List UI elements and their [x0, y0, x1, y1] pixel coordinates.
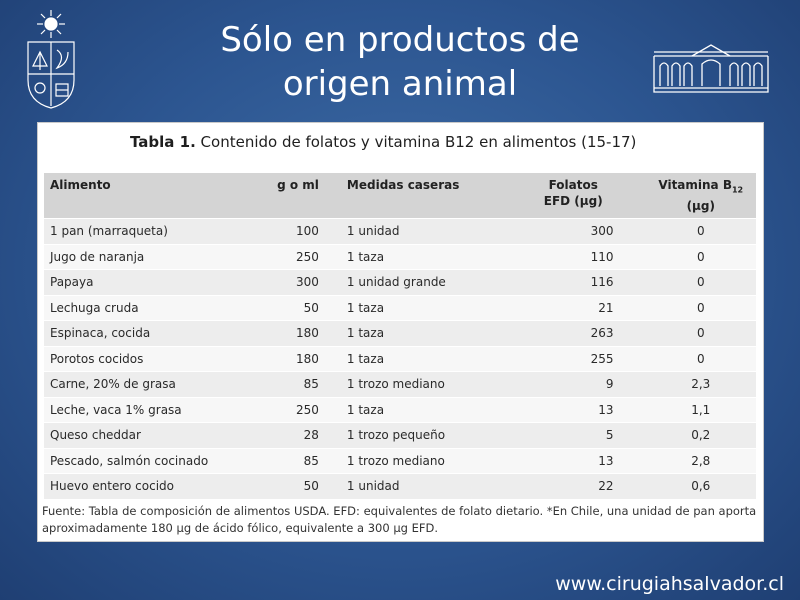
cell-b12: 0	[645, 346, 756, 372]
cell-food: Papaya	[44, 269, 255, 296]
cell-folate: 13	[500, 397, 646, 423]
cell-measure: 1 taza	[340, 397, 501, 423]
table-row: 1 pan (marraqueta) 100 1 unidad 300 0	[44, 218, 756, 245]
table-header-row: Alimento g o ml Medidas caseras Folatos E…	[44, 173, 756, 219]
cell-food: Espinaca, cocida	[44, 320, 255, 347]
table-panel: Tabla 1. Contenido de folatos y vitamina…	[37, 122, 764, 542]
cell-measure: 1 taza	[340, 320, 501, 347]
cell-b12: 0,6	[645, 473, 756, 500]
cell-folate: 116	[500, 269, 646, 296]
cell-b12: 0,2	[645, 422, 756, 449]
cell-b12: 0	[645, 244, 756, 270]
cell-food: Jugo de naranja	[44, 244, 255, 270]
header-b12-prefix: Vitamina B	[658, 178, 732, 192]
cell-measure: 1 unidad	[340, 473, 501, 500]
table-caption-label: Tabla 1.	[130, 133, 196, 151]
building-facade-icon	[653, 44, 769, 93]
cell-b12: 0	[645, 218, 756, 245]
cell-b12: 2,3	[645, 371, 756, 398]
cell-gml: 100	[254, 218, 341, 245]
table-row: Lechuga cruda 50 1 taza 21 0	[44, 295, 756, 321]
table-row: Pescado, salmón cocinado 85 1 trozo medi…	[44, 448, 756, 474]
cell-folate: 300	[500, 218, 646, 245]
cell-folate: 22	[500, 473, 646, 500]
folate-b12-table: Alimento g o ml Medidas caseras Folatos E…	[44, 173, 756, 500]
cell-food: 1 pan (marraqueta)	[44, 218, 255, 245]
table-row: Leche, vaca 1% grasa 250 1 taza 13 1,1	[44, 397, 756, 423]
cell-gml: 50	[254, 295, 341, 321]
table-caption-text: Contenido de folatos y vitamina B12 en a…	[195, 133, 637, 151]
cell-gml: 300	[254, 269, 341, 296]
cell-folate: 13	[500, 448, 646, 474]
header-measure: Medidas caseras	[340, 173, 501, 219]
university-crest-icon	[27, 10, 75, 109]
cell-b12: 2,8	[645, 448, 756, 474]
header-folate-line-2: EFD (µg)	[543, 194, 603, 208]
cell-folate: 9	[500, 371, 646, 398]
cell-gml: 50	[254, 473, 341, 500]
cell-b12: 0	[645, 295, 756, 321]
cell-gml: 250	[254, 397, 341, 423]
slide-title-line-1: Sólo en productos de	[220, 20, 580, 60]
table-row: Carne, 20% de grasa 85 1 trozo mediano 9…	[44, 371, 756, 398]
cell-food: Porotos cocidos	[44, 346, 255, 372]
table-row: Jugo de naranja 250 1 taza 110 0	[44, 244, 756, 270]
cell-measure: 1 trozo mediano	[340, 448, 501, 474]
cell-folate: 5	[500, 422, 646, 449]
website-url: www.cirugiahsalvador.cl	[555, 573, 784, 595]
header-b12-line-2: (µg)	[686, 199, 715, 214]
cell-b12: 0	[645, 269, 756, 296]
cell-food: Pescado, salmón cocinado	[44, 448, 255, 474]
cell-folate: 263	[500, 320, 646, 347]
header-folate: Folatos EFD (µg)	[500, 173, 646, 219]
table-footnote: Fuente: Tabla de composición de alimento…	[42, 503, 757, 537]
table-row: Huevo entero cocido 50 1 unidad 22 0,6	[44, 473, 756, 500]
cell-gml: 250	[254, 244, 341, 270]
cell-gml: 180	[254, 346, 341, 372]
cell-food: Queso cheddar	[44, 422, 255, 449]
footnote-line-1: Fuente: Tabla de composición de alimento…	[42, 504, 757, 518]
cell-folate: 110	[500, 244, 646, 270]
cell-measure: 1 taza	[340, 244, 501, 270]
cell-b12: 1,1	[645, 397, 756, 423]
cell-gml: 85	[254, 371, 341, 398]
cell-folate: 21	[500, 295, 646, 321]
cell-measure: 1 unidad grande	[340, 269, 501, 296]
footnote-line-2: aproximadamente 180 µg de ácido fólico, …	[42, 521, 438, 535]
cell-measure: 1 trozo pequeño	[340, 422, 501, 449]
cell-food: Carne, 20% de grasa	[44, 371, 255, 398]
slide-title-line-2: origen animal	[282, 64, 518, 104]
cell-measure: 1 taza	[340, 295, 501, 321]
cell-food: Lechuga cruda	[44, 295, 255, 321]
header-b12: Vitamina B12 (µg)	[645, 173, 756, 219]
cell-measure: 1 trozo mediano	[340, 371, 501, 398]
cell-b12: 0	[645, 320, 756, 347]
table-row: Espinaca, cocida 180 1 taza 263 0	[44, 320, 756, 347]
table-row: Papaya 300 1 unidad grande 116 0	[44, 269, 756, 296]
header-gml: g o ml	[254, 173, 341, 219]
table-caption: Tabla 1. Contenido de folatos y vitamina…	[130, 133, 730, 151]
cell-measure: 1 taza	[340, 346, 501, 372]
table-row: Porotos cocidos 180 1 taza 255 0	[44, 346, 756, 372]
cell-gml: 180	[254, 320, 341, 347]
header-food: Alimento	[44, 173, 255, 219]
cell-food: Huevo entero cocido	[44, 473, 255, 500]
header-folate-line-1: Folatos	[548, 178, 598, 192]
cell-measure: 1 unidad	[340, 218, 501, 245]
cell-gml: 28	[254, 422, 341, 449]
slide-title: Sólo en productos de origen animal	[120, 18, 680, 106]
cell-food: Leche, vaca 1% grasa	[44, 397, 255, 423]
cell-folate: 255	[500, 346, 646, 372]
table-row: Queso cheddar 28 1 trozo pequeño 5 0,2	[44, 422, 756, 449]
cell-gml: 85	[254, 448, 341, 474]
header-b12-sub: 12	[731, 185, 744, 195]
